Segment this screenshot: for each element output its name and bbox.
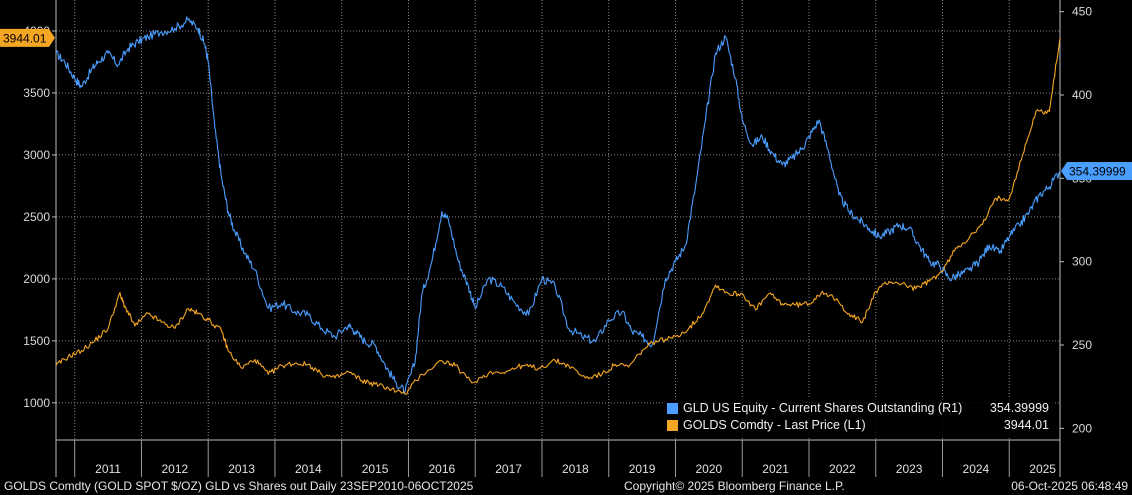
right-tick-label: 250 — [1072, 338, 1092, 352]
left-last-value-tag: 3944.01 — [0, 28, 55, 47]
footer-copyright: Copyright© 2025 Bloomberg Finance L.P. — [624, 479, 845, 493]
last-value-tags: 3944.01 354.39999 — [0, 28, 1132, 180]
right-tick-label: 300 — [1072, 255, 1092, 269]
legend-swatch-gold — [667, 420, 678, 431]
x-tick-label: 2020 — [696, 462, 723, 476]
x-tick-label: 2014 — [295, 462, 322, 476]
x-tick-label: 2018 — [562, 462, 589, 476]
legend-label-shares: GLD US Equity - Current Shares Outstandi… — [683, 401, 963, 415]
left-axis: 1000150020002500300035004000 — [23, 0, 57, 477]
grid — [56, 0, 1060, 440]
left-tick-label: 2000 — [23, 272, 50, 286]
x-tick-label: 2017 — [495, 462, 522, 476]
right-tick-label: 200 — [1072, 421, 1092, 435]
legend-value-gold: 3944.01 — [1003, 418, 1049, 432]
left-tick-label: 3000 — [23, 148, 50, 162]
left-tick-label: 2500 — [23, 210, 50, 224]
left-last-value-text: 3944.01 — [3, 31, 47, 45]
legend: GLD US Equity - Current Shares Outstandi… — [663, 398, 1055, 436]
x-tick-label: 2021 — [762, 462, 789, 476]
x-tick-label: 2012 — [161, 462, 188, 476]
legend-swatch-shares — [667, 403, 678, 414]
series-group — [55, 16, 1061, 395]
legend-label-gold: GOLDS Comdty - Last Price (L1) — [683, 418, 866, 432]
x-tick-label: 2016 — [428, 462, 455, 476]
x-tick-label: 2019 — [629, 462, 656, 476]
right-tick-label: 450 — [1072, 5, 1092, 19]
x-tick-label: 2024 — [963, 462, 990, 476]
right-last-value-tag: 354.39999 — [1061, 162, 1132, 180]
legend-item-shares: GLD US Equity - Current Shares Outstandi… — [667, 400, 1053, 417]
gld-shares-line — [55, 16, 1061, 395]
x-tick-label: 2013 — [228, 462, 255, 476]
x-tick-label: 2023 — [896, 462, 923, 476]
x-axis: 2011 2012 2013 2014 2015 2016 2017 2018 2019 2020… — [56, 439, 1060, 477]
left-tick-label: 1500 — [23, 334, 50, 348]
x-tick-label: 2015 — [362, 462, 389, 476]
chart-canvas: 1000150020002500300035004000 20025030035… — [0, 0, 1132, 477]
legend-item-gold: GOLDS Comdty - Last Price (L1) 3944.01 — [667, 417, 1053, 434]
footer-title: GOLDS Comdty (GOLD SPOT $/OZ) GLD vs Sha… — [4, 479, 474, 493]
x-tick-label: 2011 — [95, 462, 121, 476]
right-last-value-text: 354.39999 — [1069, 165, 1126, 179]
x-tick-label: 2025 — [1029, 462, 1056, 476]
right-tick-label: 400 — [1072, 88, 1092, 102]
footer: GOLDS Comdty (GOLD SPOT $/OZ) GLD vs Sha… — [0, 477, 1132, 495]
left-tick-label: 1000 — [23, 396, 50, 410]
footer-timestamp: 06-Oct-2025 06:48:49 — [1011, 479, 1128, 493]
left-tick-label: 3500 — [23, 86, 50, 100]
gold-price-line — [55, 37, 1061, 395]
legend-value-shares: 354.39999 — [989, 401, 1049, 415]
x-tick-label: 2022 — [829, 462, 856, 476]
